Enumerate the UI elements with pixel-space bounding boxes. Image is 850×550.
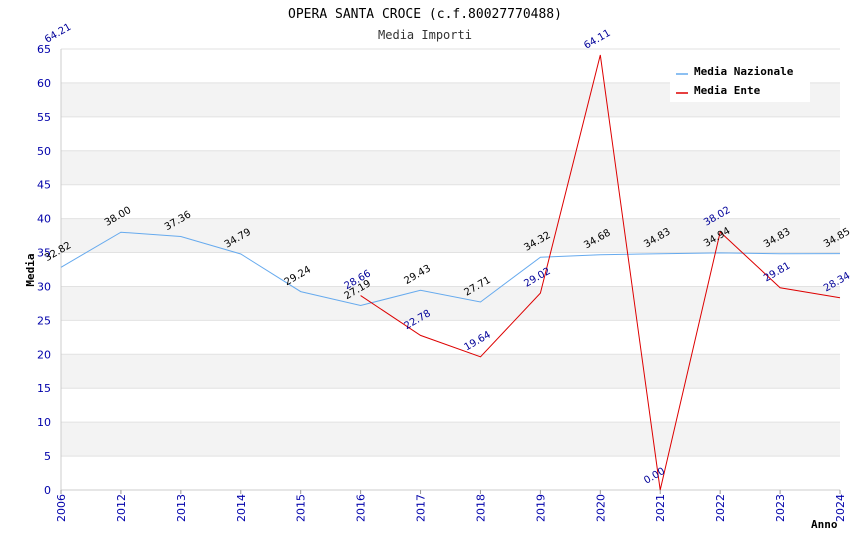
- y-tick-label: 60: [37, 77, 51, 90]
- y-tick-label: 40: [37, 213, 51, 226]
- grid-band: [61, 354, 840, 389]
- data-label-ente: 64.21: [43, 22, 73, 46]
- x-tick-label: 2013: [175, 494, 188, 522]
- grid-band: [61, 422, 840, 457]
- y-tick-label: 45: [37, 179, 51, 192]
- x-tick-label: 2016: [355, 494, 368, 522]
- data-label-nazionale: 32.82: [43, 240, 73, 264]
- y-tick-label: 50: [37, 145, 51, 158]
- x-tick-label: 2017: [415, 494, 428, 522]
- x-tick-label: 2006: [55, 494, 68, 522]
- y-tick-label: 30: [37, 280, 51, 293]
- x-tick-labels: 2006 2012 2013 2014 2015 2016 2017 2018 2019 2020…: [55, 490, 847, 522]
- y-axis-label: Media: [24, 253, 37, 286]
- y-tick-label: 65: [37, 43, 51, 56]
- data-label-ente: 29.81: [762, 261, 792, 285]
- grid-band: [61, 286, 840, 321]
- y-tick-label: 5: [44, 450, 51, 463]
- y-tick-label: 0: [44, 484, 51, 497]
- legend-label-ente: Media Ente: [694, 84, 761, 97]
- x-tick-label: 2024: [834, 494, 847, 522]
- x-tick-label: 2023: [774, 494, 787, 522]
- series-lines: [60, 54, 841, 491]
- x-tick-label: 2019: [534, 494, 547, 522]
- data-label-ente: 0.00: [642, 466, 667, 487]
- y-tick-label: 10: [37, 416, 51, 429]
- y-tick-label: 20: [37, 348, 51, 361]
- x-tick-label: 2021: [654, 494, 667, 522]
- y-tick-label: 35: [37, 247, 51, 260]
- legend-box: [670, 60, 810, 102]
- series-line-nazionale: [60, 231, 841, 307]
- grid-bands: [61, 82, 840, 457]
- legend-label-nazionale: Media Nazionale: [694, 65, 794, 78]
- x-tick-label: 2022: [714, 494, 727, 522]
- x-tick-label: 2015: [295, 494, 308, 522]
- data-label-ente: 19.64: [462, 330, 492, 354]
- x-axis-label: Anno: [811, 518, 838, 531]
- x-tick-label: 2020: [594, 494, 607, 522]
- x-tick-label: 2012: [115, 494, 128, 522]
- chart-subtitle: Media Importi: [378, 28, 472, 42]
- data-label-nazionale: 29.43: [403, 263, 433, 287]
- y-tick-label: 25: [37, 314, 51, 327]
- x-tick-label: 2018: [474, 494, 487, 522]
- y-tick-label: 15: [37, 382, 51, 395]
- series-line-ente: [360, 54, 841, 491]
- legend: Media Nazionale Media Ente: [670, 60, 810, 102]
- data-label-nazionale: 29.24: [283, 264, 313, 288]
- y-tick-label: 55: [37, 111, 51, 124]
- x-tick-label: 2014: [235, 494, 248, 522]
- y-tick-labels: 0 5 10 15 20 25 30 35 40 45 50 55 60 65: [37, 43, 51, 497]
- data-label-ente: 64.11: [582, 28, 612, 52]
- chart-title: OPERA SANTA CROCE (c.f.80027770488): [288, 7, 562, 22]
- grid-band: [61, 150, 840, 185]
- grid-band: [61, 218, 840, 253]
